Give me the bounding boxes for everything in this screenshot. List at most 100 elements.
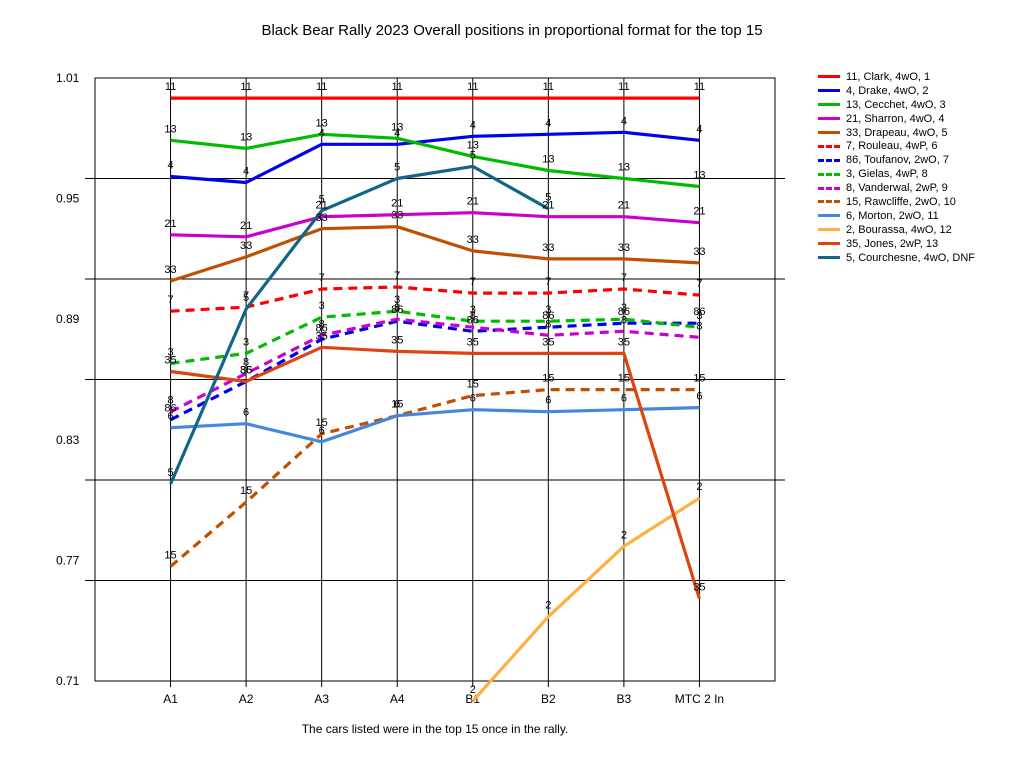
point-label: 6 [621,393,627,405]
point-label: 35 [316,330,328,342]
point-label: 7 [545,276,551,288]
point-label: 4 [394,127,400,139]
point-label: 2 [470,684,476,696]
legend-item: 21, Sharron, 4wO, 4 [818,112,1018,126]
point-label: 7 [696,278,702,290]
point-label: 8 [696,320,702,332]
legend-swatch [818,228,840,232]
legend-swatch [818,103,840,107]
point-label: 5 [470,149,476,161]
legend-swatch [818,214,840,218]
point-label: 35 [391,334,403,346]
point-label: 4 [167,159,173,171]
point-label: 6 [394,399,400,411]
point-label: 35 [164,354,176,366]
legend-label: 8, Vanderwal, 2wP, 9 [846,182,948,195]
legend-item: 15, Rawcliffe, 2wO, 10 [818,195,1018,209]
x-tick-label: A1 [163,692,178,706]
point-label: 11 [467,81,478,93]
point-label: 8 [621,314,627,326]
point-label: 8 [243,356,249,368]
point-label: 86 [316,322,328,334]
x-tick-label: A2 [239,692,254,706]
legend-label: 7, Rouleau, 4wP, 6 [846,140,938,153]
point-label: 13 [316,117,328,129]
legend-swatch [818,200,840,204]
grid-layer [85,77,785,687]
point-label: 35 [240,365,252,377]
legend-swatch [818,242,840,246]
point-label: 15 [316,417,328,429]
point-label: 11 [240,81,251,93]
point-label: 13 [693,170,705,182]
legend-swatch [818,89,840,93]
point-label: 8 [167,395,173,407]
y-tick-label: 1.01 [56,71,80,85]
point-label: 13 [618,162,630,174]
point-label: 8 [545,318,551,330]
legend-label: 3, Gielas, 4wP, 8 [846,168,928,181]
point-label: 13 [391,121,403,133]
legend-swatch [818,158,840,162]
point-label: 15 [164,549,176,561]
legend-label: 13, Cecchet, 4wO, 3 [846,98,946,111]
point-label: 13 [164,123,176,135]
point-label: 35 [618,336,630,348]
point-label: 4 [545,117,551,129]
legend-item: 4, Drake, 4wO, 2 [818,84,1018,98]
x-tick-label: B3 [617,692,632,706]
series-line-8 [169,317,700,414]
point-label: 21 [693,206,705,218]
point-label: 33 [618,242,630,254]
point-label: 21 [542,200,554,212]
legend-swatch [818,256,840,260]
point-label: 3 [319,300,325,312]
point-label: 8 [470,310,476,322]
point-label: 33 [391,210,403,222]
point-label: 3 [545,304,551,316]
point-label: 7 [243,290,249,302]
point-label: 21 [391,198,403,210]
point-label: 33 [240,240,252,252]
series-line-6 [170,406,700,444]
chart-footnote: The cars listed were in the top 15 once … [301,722,569,736]
point-label: 7 [319,272,325,284]
x-tick-label: A3 [314,692,329,706]
legend-label: 6, Morton, 2wO, 11 [846,209,939,222]
point-label: 8 [319,318,325,330]
point-label: 86 [164,403,176,415]
point-label: 3 [470,304,476,316]
series-line-7 [170,285,700,313]
series-line-21 [170,211,700,239]
point-label: 4 [319,127,325,139]
point-label: 33 [164,264,176,276]
series-line-13 [170,132,700,189]
point-label: 7 [470,276,476,288]
point-label: 13 [467,139,479,151]
series-line-35 [170,345,701,600]
point-label: 4 [243,166,249,178]
point-label: 4 [696,123,702,135]
legend-item: 13, Cecchet, 4wO, 3 [818,98,1018,112]
point-label: 21 [618,200,630,212]
series-line-4 [170,130,700,185]
legend-item: 7, Rouleau, 4wP, 6 [818,139,1018,153]
legend-swatch [818,186,840,190]
point-label: 4 [470,119,476,131]
point-label: 15 [467,379,479,391]
point-label: 2 [545,600,551,612]
point-label: 5 [545,192,551,204]
series-line-2 [471,496,701,703]
series-line-86 [169,319,700,422]
legend-label: 11, Clark, 4wO, 1 [846,70,931,83]
point-label: 6 [545,395,551,407]
x-tick-label: MTC 2 In [675,692,724,706]
legend-label: 35, Jones, 2wP, 13 [846,237,939,250]
chart-title: Black Bear Rally 2023 Overall positions … [261,22,763,39]
point-label: 11 [392,81,403,93]
legend-swatch [818,144,840,148]
point-label: 6 [319,425,325,437]
legend: 11, Clark, 4wO, 1 4, Drake, 4wO, 2 13, Cec… [818,70,1018,264]
point-label: 3 [394,294,400,306]
